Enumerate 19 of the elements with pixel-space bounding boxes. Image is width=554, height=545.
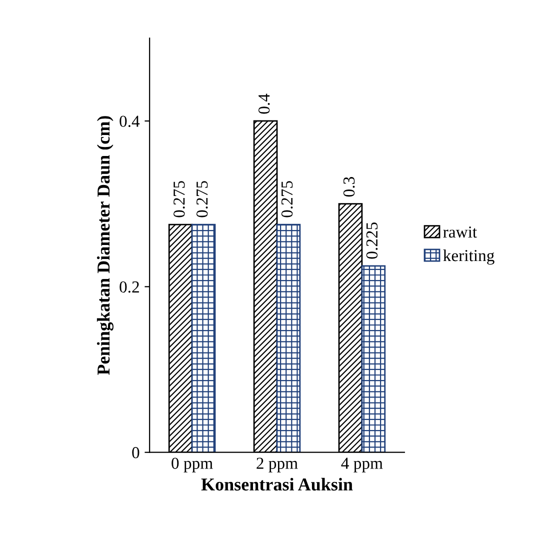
data-label: 0.275 xyxy=(196,181,208,218)
y-tick-label: 0.4 xyxy=(120,116,140,128)
y-tick-label: 0.2 xyxy=(120,281,139,293)
legend-label: rawit xyxy=(443,226,477,238)
bar xyxy=(276,224,301,452)
y-axis-title: Peningkatan Diameter Daun (cm) xyxy=(96,116,114,375)
bar xyxy=(191,224,216,452)
x-tick-label: 4 ppm xyxy=(341,458,383,472)
data-label: 0.4 xyxy=(258,94,270,114)
x-axis-title: Konsentrasi Auksin xyxy=(201,478,353,491)
data-label: 0.225 xyxy=(366,222,378,259)
data-label: 0.275 xyxy=(281,181,293,218)
data-label: 0.275 xyxy=(174,181,185,218)
y-tick-label: 0 xyxy=(132,447,140,458)
legend-label: keriting xyxy=(443,249,494,265)
data-label: 0.3 xyxy=(343,177,355,197)
bar xyxy=(361,265,386,452)
x-tick-label: 2 ppm xyxy=(256,458,298,472)
x-tick-label: 0 ppm xyxy=(172,458,213,472)
